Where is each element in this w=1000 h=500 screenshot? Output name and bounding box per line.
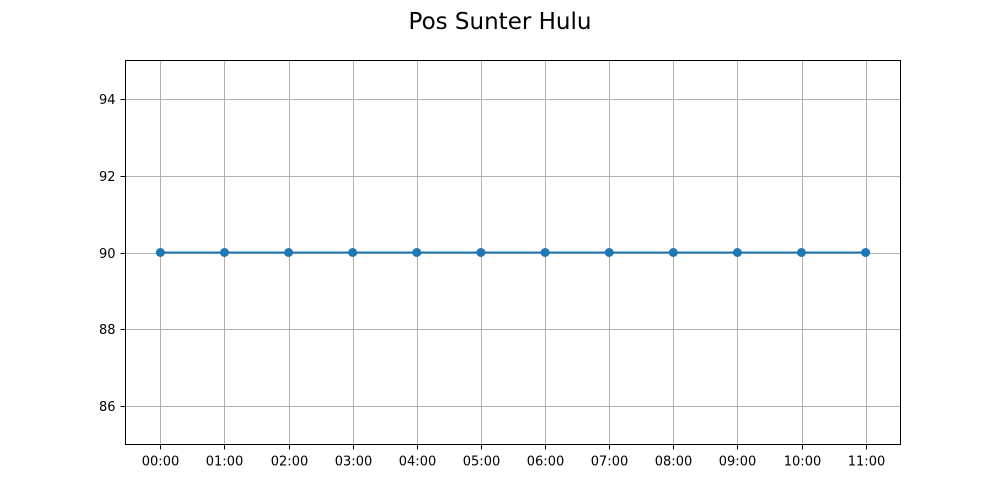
data-point	[412, 248, 422, 257]
x-tick-label: 08:00	[655, 455, 692, 470]
x-tick-label: 11:00	[848, 455, 885, 470]
data-point	[540, 248, 550, 257]
y-tick-label: 92	[99, 170, 116, 185]
data-point	[797, 248, 806, 257]
x-tick-label: 02:00	[271, 455, 308, 470]
y-tick-label: 94	[99, 93, 116, 108]
x-tick-label: 10:00	[784, 455, 821, 470]
series-layer	[155, 248, 871, 257]
x-tick-label: 00:00	[142, 455, 179, 470]
chart-title: Pos Sunter Hulu	[409, 9, 592, 35]
data-point	[604, 248, 614, 257]
x-tick-label: 01:00	[206, 455, 243, 470]
data-point	[155, 248, 165, 257]
x-tick-label: 09:00	[719, 455, 756, 470]
data-point	[284, 248, 294, 257]
x-tick-label: 07:00	[591, 455, 628, 470]
plot-area-frame	[125, 60, 901, 445]
y-tick-label: 90	[99, 247, 116, 262]
y-tick-label: 88	[99, 323, 116, 338]
x-tick-label: 04:00	[399, 455, 436, 470]
data-point	[348, 248, 358, 257]
x-tick-label: 06:00	[527, 455, 564, 470]
data-point	[668, 248, 678, 257]
x-tick-label: 05:00	[463, 455, 500, 470]
data-point	[861, 248, 871, 257]
y-tick-label: 86	[99, 400, 116, 415]
y-axis: 86 88 90 92 94	[99, 93, 126, 415]
data-point	[732, 248, 742, 257]
data-point	[220, 248, 229, 257]
x-tick-label: 03:00	[335, 455, 372, 470]
data-point	[476, 248, 486, 257]
x-axis: 00:00 01:00 02:00 03:00 04:00 05:00 06:00 07:00…	[142, 444, 885, 470]
